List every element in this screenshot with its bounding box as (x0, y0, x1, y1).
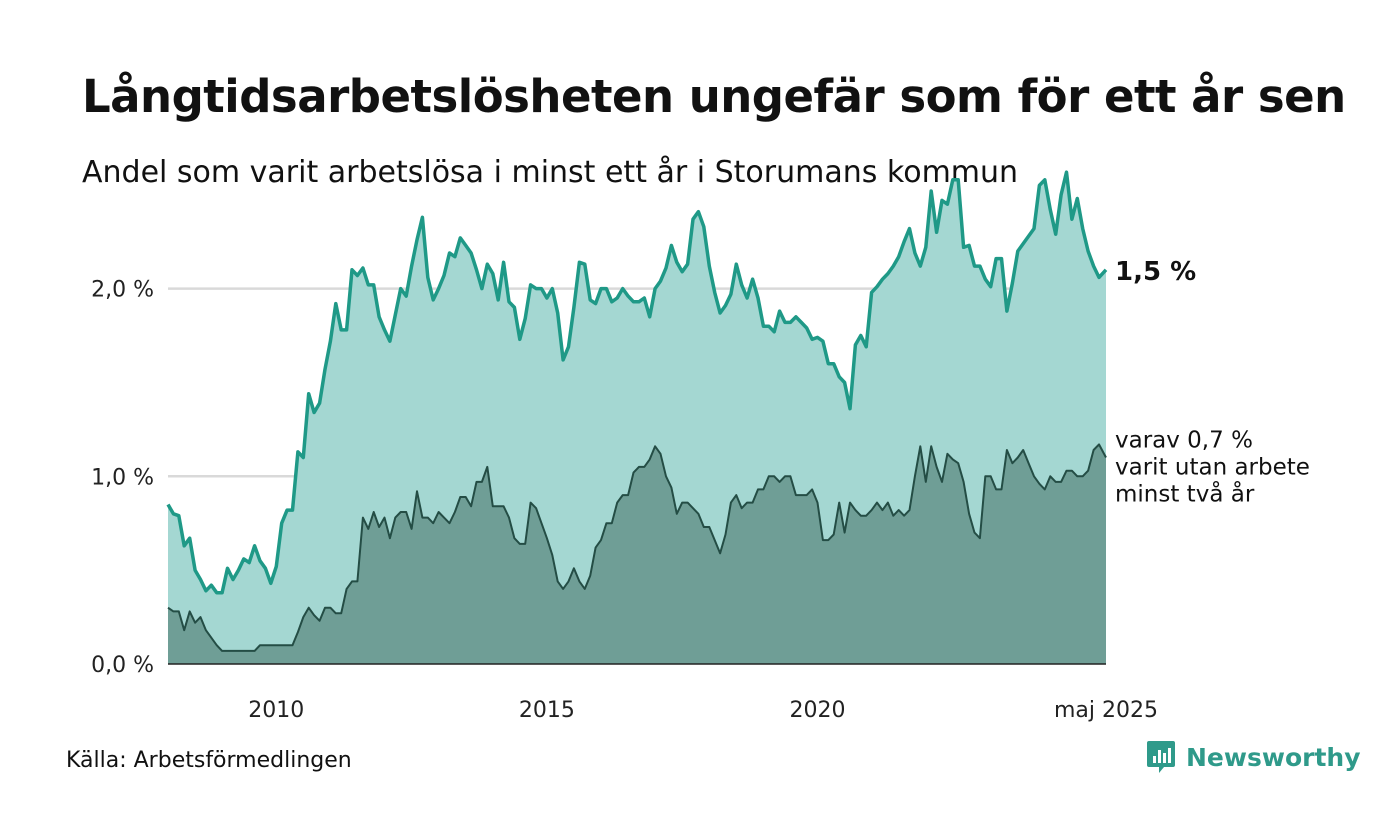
y-tick-label: 0,0 % (91, 653, 154, 678)
series2-end-label-line: minst två år (1115, 480, 1255, 508)
y-tick-label: 2,0 % (91, 278, 154, 303)
series2-area (168, 444, 1106, 664)
series2-line (167, 443, 1107, 652)
series2-end-label-line: varit utan arbete (1115, 455, 1310, 481)
x-tick-label: 2010 (248, 698, 304, 723)
brand-name: Newsworthy (1186, 742, 1361, 772)
y-tick-label: 1,0 % (91, 465, 154, 490)
series2-end-label-line: varav 0,7 % (1115, 428, 1253, 454)
chart-lines (166, 170, 1108, 652)
x-axis-labels: 2010 2015 2020 maj 2025 (248, 698, 1158, 723)
x-tick-label: 2015 (519, 698, 575, 723)
series1-end-label: 1,5 % (1115, 257, 1196, 287)
x-tick-label: 2020 (790, 698, 846, 723)
y-axis-labels: 0,0 % 1,0 % 2,0 % (91, 278, 154, 678)
source-credit: Källa: Arbetsförmedlingen (66, 748, 352, 773)
chart-subtitle: Andel som varit arbetslösa i minst ett å… (82, 155, 1019, 190)
chart-title: Långtidsarbetslösheten ungefär som för e… (82, 70, 1346, 123)
newsworthy-logo-icon (1147, 741, 1175, 773)
brand-logo: Newsworthy (1146, 740, 1361, 774)
x-tick-label: maj 2025 (1054, 698, 1158, 723)
series1-line (166, 170, 1108, 595)
